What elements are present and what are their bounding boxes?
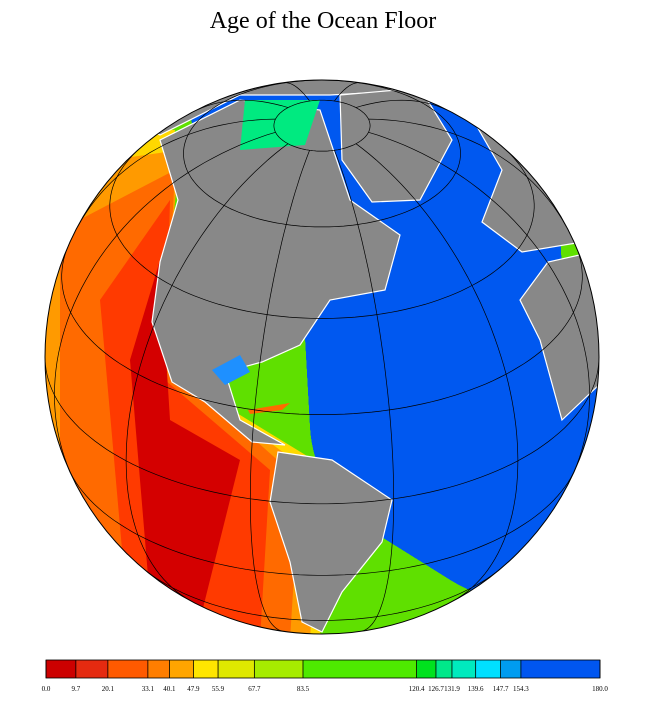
colorbar-segment	[435, 660, 452, 678]
colorbar-segment	[218, 660, 255, 678]
colorbar-segment	[520, 660, 600, 678]
graticule-line	[61, 245, 583, 415]
colorbar-segment	[500, 660, 521, 678]
colorbar-segment	[451, 660, 476, 678]
graticule-line	[77, 118, 276, 227]
colorbar-tick-label: 131.9	[444, 685, 460, 693]
colorbar-segment	[193, 660, 219, 678]
graticule-line	[143, 568, 501, 621]
colorbar-tick-label: 180.0	[592, 685, 608, 693]
graticule-line	[70, 472, 574, 576]
graticule-line	[355, 143, 519, 602]
colorbar: 0.0 9.7 20.1 33.1 40.1 47.9 55.9 67.7 83.5 120.4 1…	[42, 659, 608, 693]
pacific-floor	[45, 120, 330, 634]
globe-outline	[44, 79, 600, 635]
colorbar-segment	[147, 660, 170, 678]
graticule-line	[334, 150, 395, 632]
colorbar-tick-label: 154.3	[513, 685, 529, 693]
graticule-line	[284, 82, 310, 102]
graticule-line	[273, 99, 371, 152]
graticule-line	[368, 118, 567, 227]
graticule-line	[334, 82, 360, 102]
basin	[212, 355, 250, 385]
graticule-line	[355, 99, 449, 111]
colorbar-tick-label: 47.9	[187, 685, 200, 693]
colorbar-tick-label: 0.0	[42, 685, 51, 693]
graticule	[45, 80, 599, 632]
colorbar-tick-label: 40.1	[163, 685, 176, 693]
graticule-line	[54, 131, 276, 481]
colorbar-tick-label: 33.1	[142, 685, 155, 693]
colorbar-tick-label: 83.5	[297, 685, 310, 693]
colorbar-segment	[169, 660, 194, 678]
graticule-line	[125, 143, 289, 602]
colorbar-segment	[107, 660, 148, 678]
colorbar-segment	[254, 660, 303, 678]
colorbar-segment	[416, 660, 436, 678]
colorbar-tick-label: 55.9	[212, 685, 225, 693]
graticule-line	[109, 147, 535, 319]
colorbar-tick-label: 139.6	[468, 685, 484, 693]
title: Age of the Ocean Floor	[210, 8, 437, 34]
graticule-line	[368, 131, 590, 481]
colorbar-tick-label: 20.1	[102, 685, 115, 693]
colorbar-segment	[302, 660, 417, 678]
colorbar-segment	[475, 660, 501, 678]
graticule-line	[195, 99, 289, 111]
graticule-line	[45, 359, 599, 505]
colorbar-tick-label: 147.7	[493, 685, 509, 693]
basin	[248, 403, 290, 414]
graticule-line	[249, 150, 310, 632]
colorbar-tick-label: 126.7	[428, 685, 444, 693]
colorbar-tick-label: 67.7	[248, 685, 261, 693]
colorbar-segment	[75, 660, 108, 678]
colorbar-tick-label: 120.4	[409, 685, 425, 693]
colorbar-tick-label: 9.7	[71, 685, 80, 693]
globe	[45, 80, 599, 634]
colorbar-segment	[46, 660, 76, 678]
